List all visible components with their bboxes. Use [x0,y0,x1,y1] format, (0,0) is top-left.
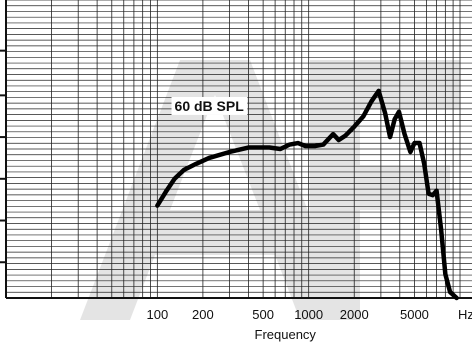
x-tick-label: 500 [252,307,274,322]
series-label: 60 dB SPL [175,98,245,114]
x-axis-title: Frequency [255,327,317,342]
x-tick-label: 1000 [294,307,323,322]
x-tick-label: 100 [146,307,168,322]
series-label-background [171,96,248,115]
x-tick-label: 2000 [340,307,369,322]
series-line [155,88,459,301]
x-tick-label: 5000 [400,307,429,322]
x-tick-label: Hz [458,307,472,322]
x-tick-label: 200 [192,307,214,322]
